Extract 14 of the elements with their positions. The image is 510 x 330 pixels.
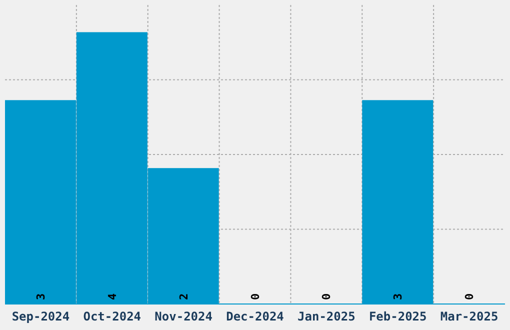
x-tick-label: Mar-2025 — [440, 310, 498, 324]
data-label: 2 — [177, 293, 190, 300]
data-label: 3 — [34, 293, 48, 300]
data-label: 3 — [392, 293, 405, 300]
x-tick-label: Oct-2024 — [83, 310, 142, 324]
x-tick-label: Sep-2024 — [12, 310, 70, 324]
x-tick-label: Feb-2025 — [368, 310, 427, 324]
data-label: 0 — [463, 293, 476, 300]
x-tick-label: Dec-2024 — [226, 310, 284, 324]
x-tick-label: Jan-2025 — [298, 310, 356, 324]
x-tick-label: Nov-2024 — [154, 310, 212, 324]
data-label: 4 — [106, 293, 119, 300]
data-label: 0 — [248, 293, 262, 300]
data-label: 0 — [320, 293, 334, 300]
